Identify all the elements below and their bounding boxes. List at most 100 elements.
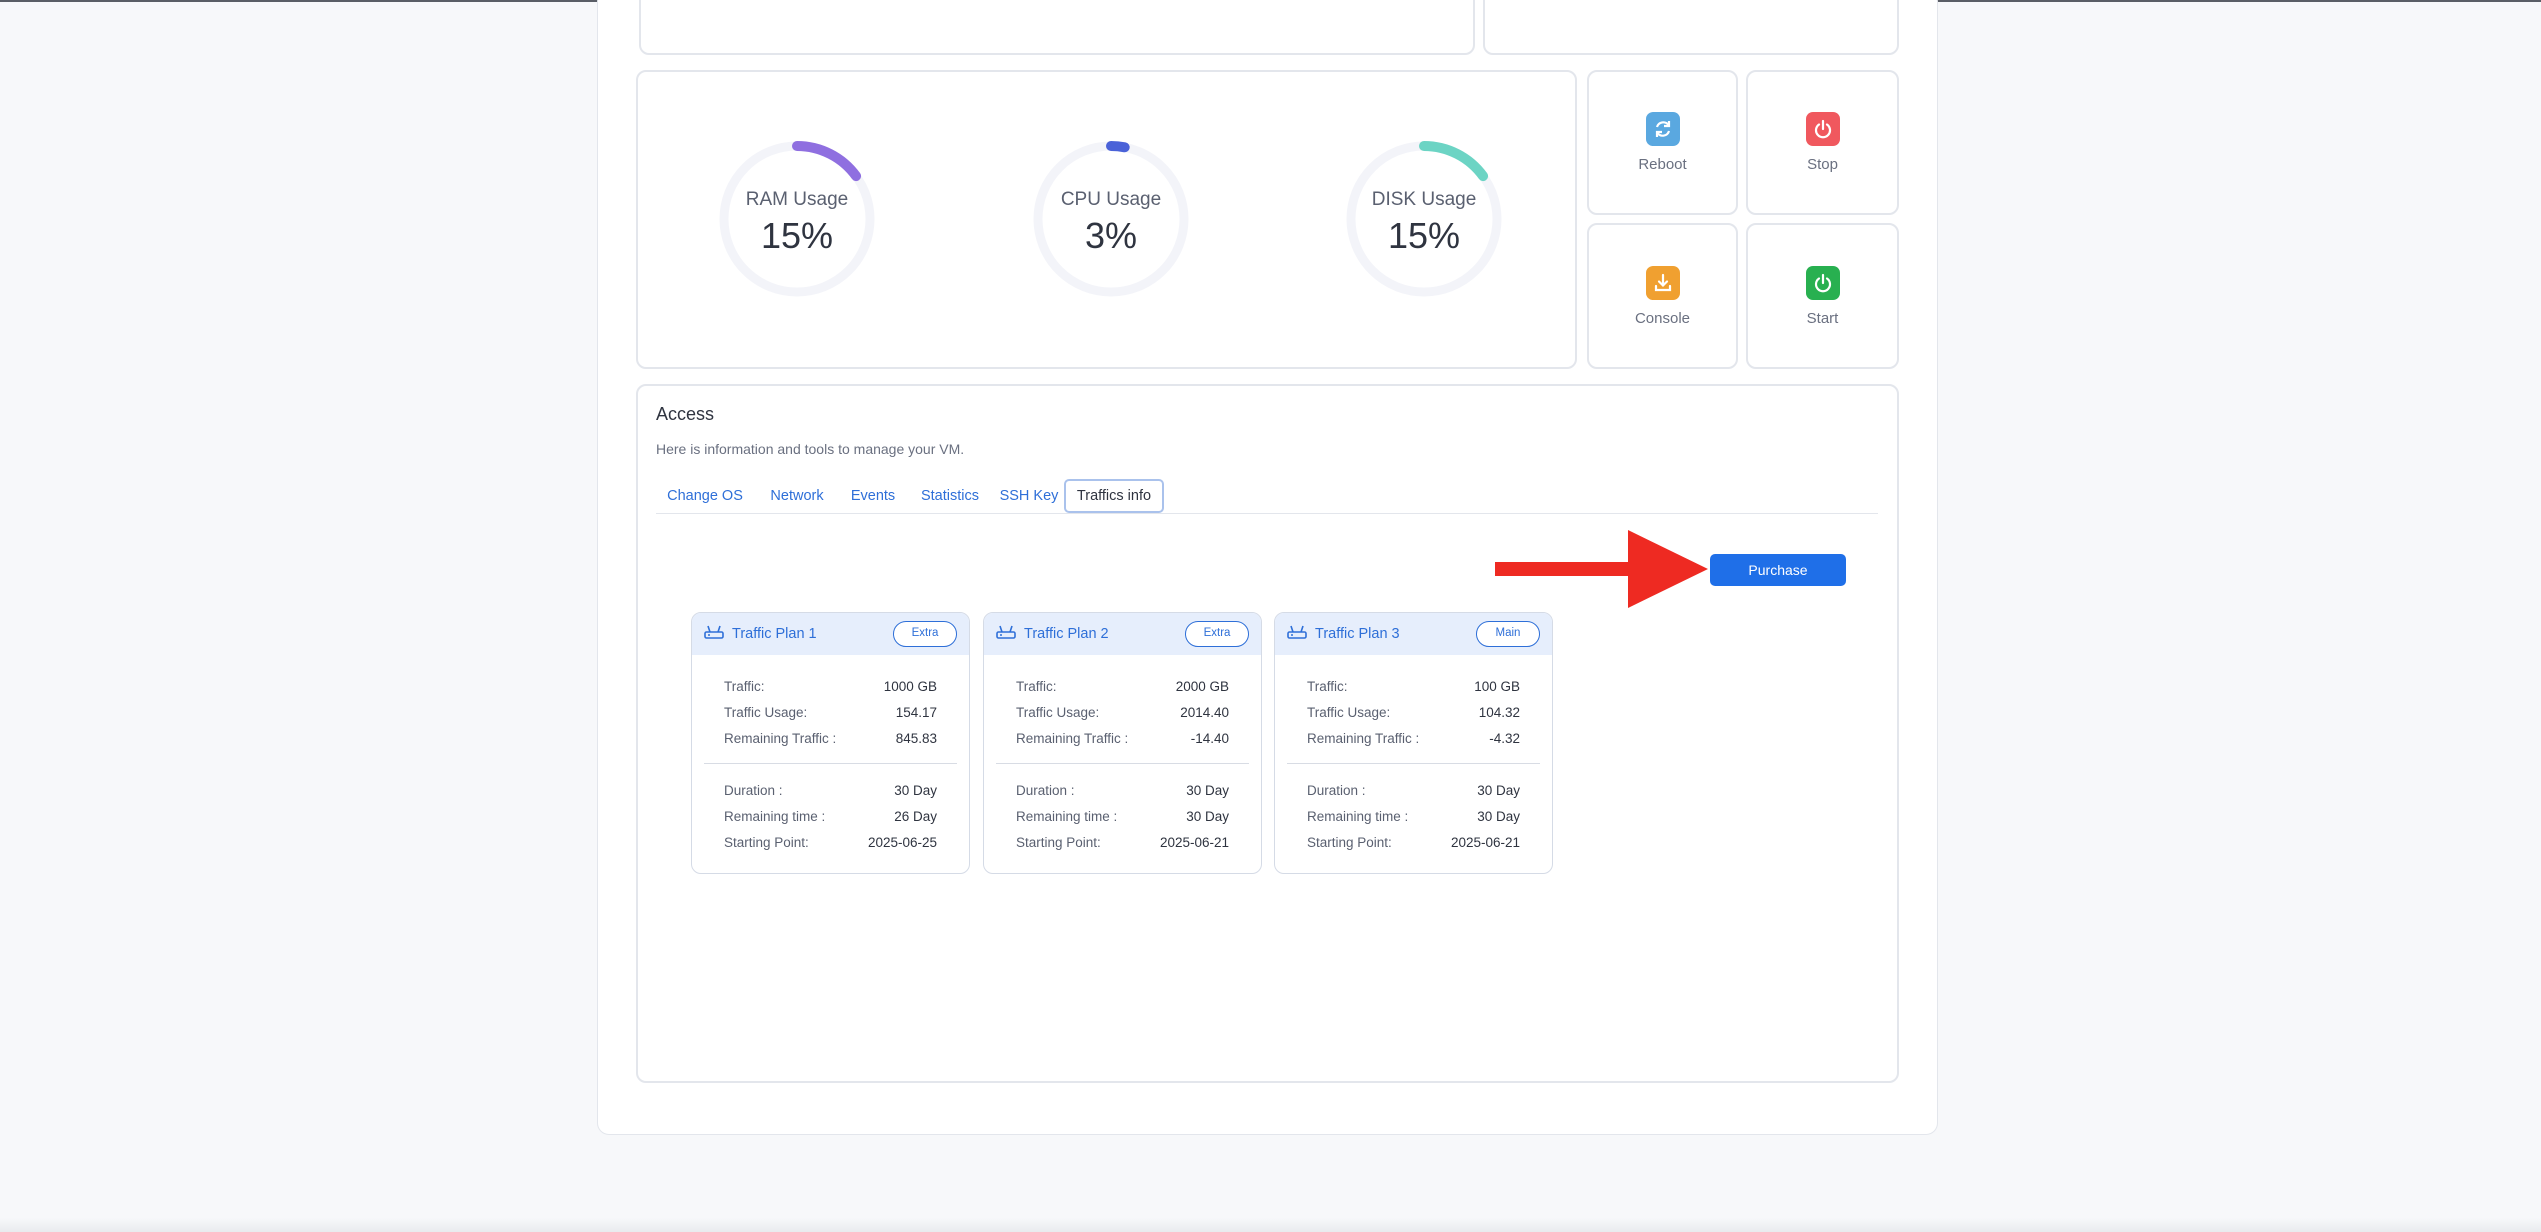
router-icon [996,624,1016,645]
plan-header: Traffic Plan 2 Extra [984,613,1261,655]
row-label: Remaining Traffic : [1016,731,1129,746]
row-label: Starting Point: [1016,835,1101,850]
plan-type-badge: Extra [1185,621,1249,647]
power-icon [1805,265,1840,300]
duration-row: Duration : 30 Day [1016,783,1229,803]
ram-usage-gauge: RAM Usage 15% [717,139,877,299]
stop-button[interactable]: Stop [1746,70,1899,215]
cpu-usage-gauge: CPU Usage 3% [1031,139,1191,299]
traffic-row: Traffic: 100 GB [1307,679,1520,699]
tab-events[interactable]: Events [850,488,896,504]
duration-row: Duration : 30 Day [1307,783,1520,803]
divider [704,763,957,764]
remaining-traffic-row: Remaining Traffic : 845.83 [724,731,937,751]
row-value: 845.83 [895,731,937,746]
row-label: Traffic: [1307,679,1348,694]
remaining-traffic-row: Remaining Traffic : -14.40 [1016,731,1229,751]
row-value: 104.32 [1478,705,1520,720]
row-value: 30 Day [1477,809,1520,824]
row-value: 30 Day [894,783,937,798]
row-value: 1000 GB [883,679,937,694]
purchase-button[interactable]: Purchase [1710,554,1846,586]
section-title: Access [656,404,715,424]
console-button[interactable]: Console [1587,223,1738,369]
row-label: Starting Point: [1307,835,1392,850]
duration-row: Duration : 30 Day [724,783,937,803]
row-label: Remaining time : [1307,809,1409,824]
row-label: Traffic Usage: [724,705,808,720]
row-label: Remaining Traffic : [1307,731,1420,746]
tab-traffics-info[interactable]: Traffics info [1064,479,1164,513]
stop-label: Stop [1807,156,1838,173]
reboot-button[interactable]: Reboot [1587,70,1738,215]
row-label: Duration : [724,783,783,798]
row-label: Duration : [1307,783,1366,798]
plan-name: Traffic Plan 3 [1315,626,1400,642]
console-label: Console [1634,309,1691,327]
plan-type-badge: Extra [893,621,957,647]
tab-statistics[interactable]: Statistics [920,488,979,504]
remaining-traffic-row: Remaining Traffic : -4.32 [1307,731,1520,751]
traffic-usage-row: Traffic Usage: 154.17 [724,705,937,725]
refresh-icon [1645,112,1680,146]
router-icon [1287,624,1307,645]
remaining-time-row: Remaining time : 30 Day [1016,809,1229,829]
divider [1287,763,1540,764]
row-label: Duration : [1016,783,1075,798]
gauge-label: DISK Usage [1371,189,1477,210]
plan-name: Traffic Plan 2 [1024,626,1109,642]
power-icon [1805,112,1840,146]
row-value: 2014.40 [1180,705,1229,720]
row-value: 100 GB [1474,679,1520,694]
row-value: -14.40 [1190,731,1229,746]
divider [996,763,1249,764]
reboot-label: Reboot [1638,156,1687,173]
row-label: Remaining time : [724,809,826,824]
top-info-card [639,0,1475,55]
row-value: 30 Day [1186,809,1229,824]
gauge-value: 3% [1084,215,1138,256]
row-value: 2025-06-21 [1159,835,1229,850]
starting-point-row: Starting Point: 2025-06-21 [1016,835,1229,855]
row-value: 2000 GB [1175,679,1229,694]
traffic-usage-row: Traffic Usage: 2014.40 [1016,705,1229,725]
remaining-time-row: Remaining time : 26 Day [724,809,937,829]
row-label: Remaining Traffic : [724,731,837,746]
row-label: Remaining time : [1016,809,1118,824]
tab-bar: Change OS Network Events Statistics SSH … [656,479,1878,514]
row-value: 154.17 [895,705,937,720]
traffic-plan-card-2: Traffic Plan 2 Extra Traffic: 2000 GB Tra… [983,612,1262,874]
row-label: Traffic: [724,679,765,694]
disk-usage-gauge: DISK Usage 15% [1344,139,1504,299]
gauge-label: RAM Usage [745,189,849,210]
top-side-card [1483,0,1899,55]
bottom-edge [0,1218,2541,1232]
plan-type-badge: Main [1476,621,1540,647]
start-label: Start [1806,309,1839,327]
tab-ssh-key[interactable]: SSH Key [999,488,1059,504]
gauge-value: 15% [760,215,834,256]
traffic-plan-card-1: Traffic Plan 1 Extra Traffic: 1000 GB Tra… [691,612,970,874]
download-icon [1645,265,1680,300]
row-value: 30 Day [1186,783,1229,798]
gauge-label: CPU Usage [1060,189,1162,210]
row-label: Traffic Usage: [1307,705,1391,720]
traffic-plan-card-3: Traffic Plan 3 Main Traffic: 100 GB Traff… [1274,612,1553,874]
row-value: -4.32 [1489,731,1520,746]
row-value: 2025-06-25 [867,835,937,850]
row-value: 30 Day [1477,783,1520,798]
remaining-time-row: Remaining time : 30 Day [1307,809,1520,829]
tab-change-os[interactable]: Change OS [667,488,743,504]
plan-header: Traffic Plan 1 Extra [692,613,969,655]
starting-point-row: Starting Point: 2025-06-25 [724,835,937,855]
row-label: Starting Point: [724,835,809,850]
row-label: Traffic: [1016,679,1057,694]
tab-network[interactable]: Network [770,488,824,504]
gauge-value: 15% [1387,215,1461,256]
start-button[interactable]: Start [1746,223,1899,369]
usage-card: RAM Usage 15% CPU Usage 3% DISK Usage 15… [636,70,1577,369]
plan-name: Traffic Plan 1 [732,626,817,642]
traffic-row: Traffic: 2000 GB [1016,679,1229,699]
router-icon [704,624,724,645]
row-label: Traffic Usage: [1016,705,1100,720]
